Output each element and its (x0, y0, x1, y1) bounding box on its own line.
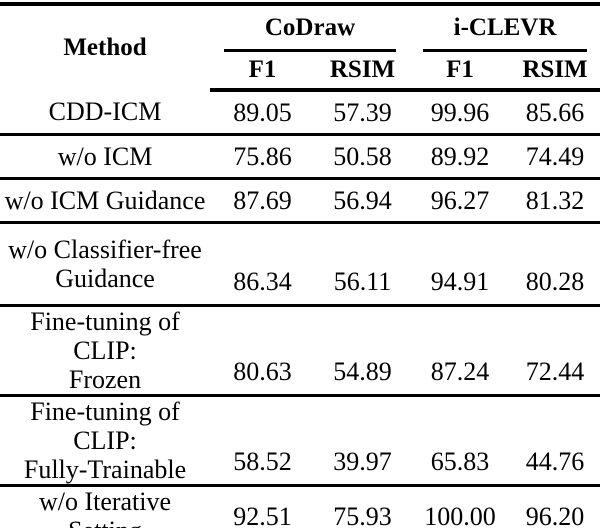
table-row: w/o ICM 75.86 50.58 89.92 74.49 (0, 133, 600, 179)
method-label: w/o Iterative Setting (38, 487, 172, 528)
value-cell: 75.93 (315, 484, 411, 528)
table-row: w/o Iterative Setting 92.51 75.93 100.00… (0, 484, 600, 528)
value-cell: 50.58 (315, 133, 411, 179)
iclevr-cmidrule (423, 49, 587, 52)
codraw-cmidrule (224, 49, 396, 52)
subheader-iclevr-rsim: RSIM (510, 52, 600, 92)
value-cell: 100.00 (410, 484, 511, 528)
method-label: w/o ICM (57, 142, 153, 171)
value-cell: 44.76 (510, 394, 600, 486)
value-cell: 74.49 (510, 133, 600, 179)
method-cell: w/o Iterative Setting (0, 484, 210, 528)
method-cell: w/o ICM Guidance (0, 177, 210, 223)
method-label-line1: Fine-tuning of CLIP: (30, 397, 180, 455)
value-cell: 56.94 (315, 177, 411, 223)
table-row: CDD-ICM 89.05 57.39 99.96 85.66 (0, 90, 600, 135)
value-cell: 75.86 (210, 133, 315, 179)
method-label-line2: Frozen (68, 365, 142, 394)
value-cell: 57.39 (333, 98, 392, 127)
method-label-line1: Fine-tuning of CLIP: (30, 307, 180, 365)
table-header: Method CoDraw i-CLEVR F1 RSIM F1 RSIM (0, 4, 600, 92)
value-cell: 80.28 (510, 221, 600, 306)
codraw-label: CoDraw (264, 13, 356, 41)
metric-header-row: F1 RSIM F1 RSIM (0, 52, 600, 92)
method-cell: CDD-ICM (0, 90, 210, 135)
value-cell: 89.92 (410, 133, 511, 179)
value-cell: 89.05 (233, 98, 292, 127)
method-label: CDD-ICM (48, 97, 162, 126)
table-row: Fine-tuning of CLIP: Fully-Trainable 58.… (0, 394, 600, 486)
group-header-codraw: CoDraw (210, 4, 410, 52)
subheader-codraw-rsim: RSIM (315, 52, 411, 92)
value-cell: 65.83 (410, 394, 511, 486)
value-cell: 86.34 (210, 221, 315, 306)
value-cell: 85.66 (525, 98, 585, 127)
value-cell: 92.51 (210, 484, 315, 528)
table-row: Fine-tuning of CLIP: Frozen 80.63 54.89 … (0, 304, 600, 396)
method-cell: w/o ICM (0, 133, 210, 179)
value-cell: 81.32 (510, 177, 600, 223)
group-header-iclevr: i-CLEVR (410, 4, 600, 52)
value-cell: 39.97 (315, 394, 411, 486)
method-cell: w/o Classifier-free Guidance (0, 221, 210, 306)
iclevr-label: i-CLEVR (453, 13, 557, 41)
method-cell: Fine-tuning of CLIP: Fully-Trainable (0, 394, 210, 486)
method-cell: Fine-tuning of CLIP: Frozen (0, 304, 210, 396)
value-cell: 80.63 (210, 304, 315, 396)
value-cell: 99.96 (430, 98, 490, 127)
subheader-iclevr-f1: F1 (410, 52, 511, 92)
value-cell: 96.27 (410, 177, 511, 223)
method-label-line1: w/o Classifier-free (8, 235, 202, 264)
subheader-codraw-f1: F1 (210, 52, 315, 92)
value-cell: 87.24 (410, 304, 511, 396)
method-label: w/o ICM Guidance (4, 186, 206, 215)
value-cell: 56.11 (315, 221, 411, 306)
table-row: w/o Classifier-free Guidance 86.34 56.11… (0, 221, 600, 306)
method-column-header: Method (63, 34, 147, 61)
group-header-row: Method CoDraw i-CLEVR (0, 4, 600, 61)
table-row: w/o ICM Guidance 87.69 56.94 96.27 81.32 (0, 177, 600, 223)
value-cell: 72.44 (510, 304, 600, 396)
value-cell: 58.52 (210, 394, 315, 486)
method-label-line2: Guidance (55, 264, 155, 293)
value-cell: 96.20 (510, 484, 600, 528)
value-cell: 54.89 (315, 304, 411, 396)
value-cell: 94.91 (410, 221, 511, 306)
table-body: CDD-ICM 89.05 57.39 99.96 85.66 w/o ICM … (0, 90, 600, 528)
value-cell: 87.69 (210, 177, 315, 223)
method-label-line2: Fully-Trainable (23, 455, 187, 484)
